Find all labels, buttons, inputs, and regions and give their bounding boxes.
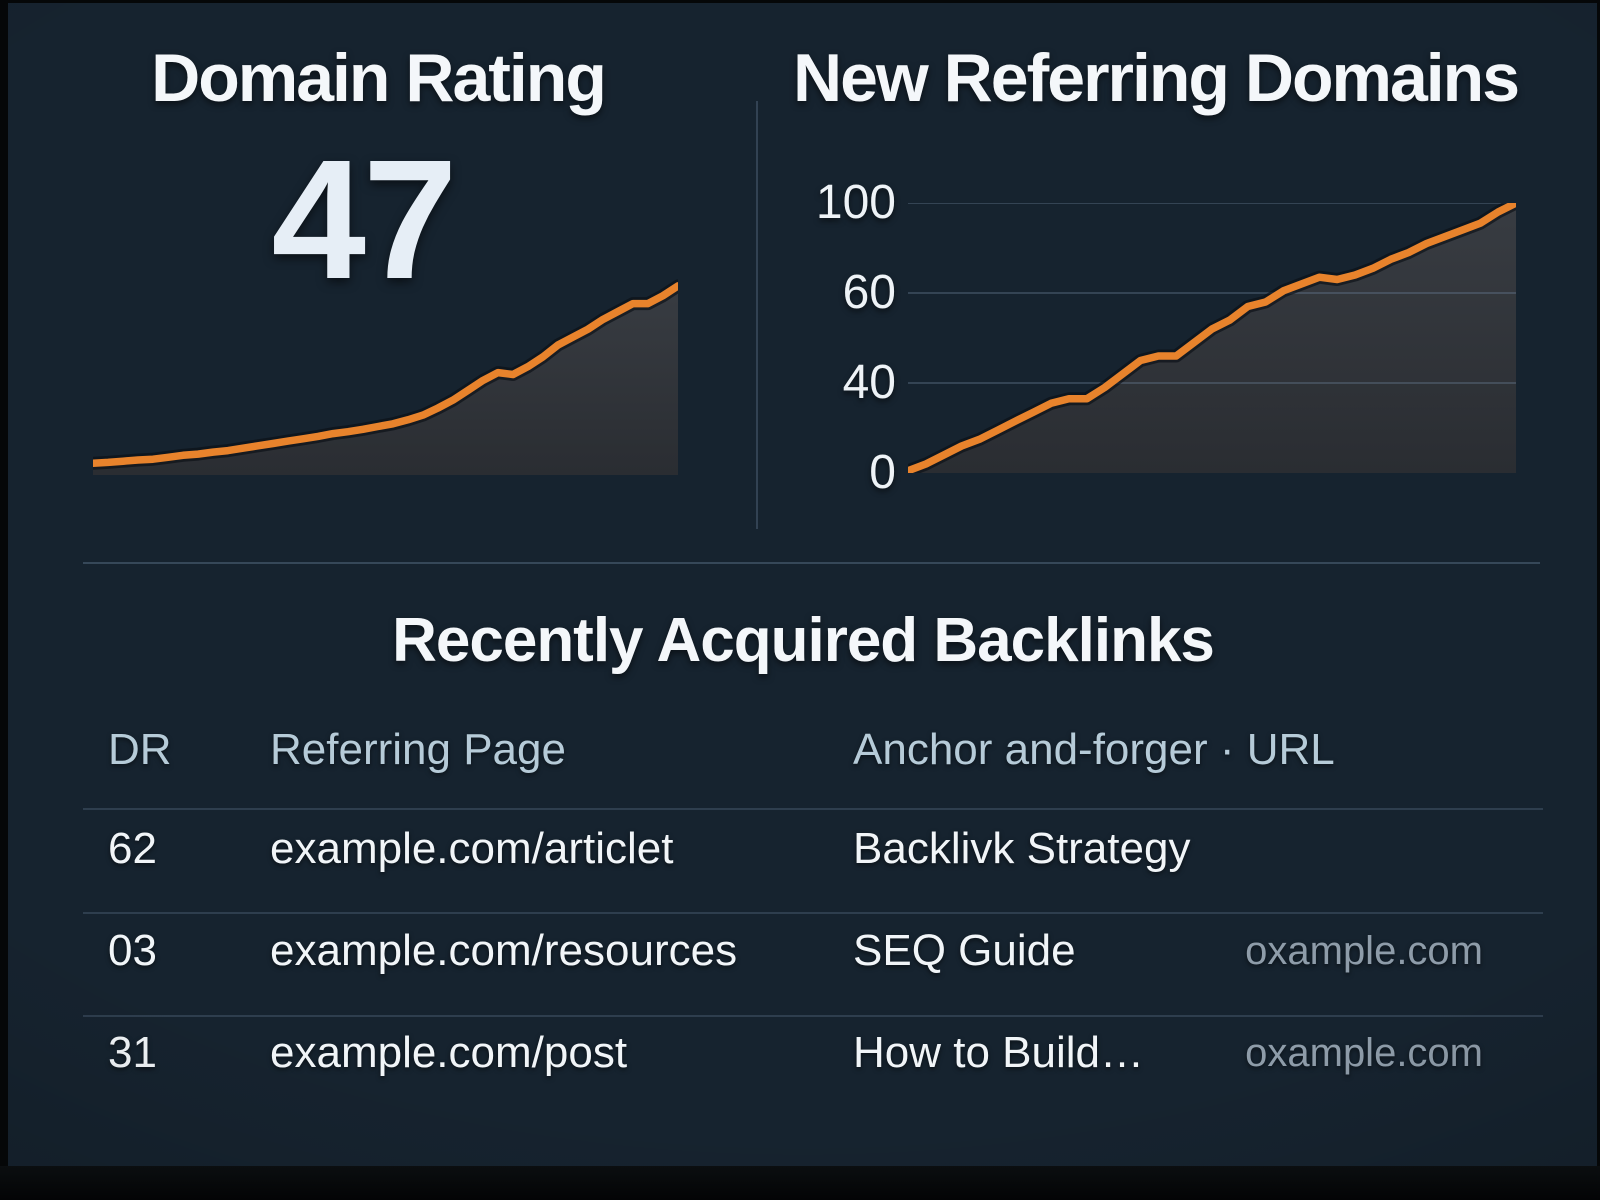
row-divider [83,1015,1543,1017]
new-referring-domains-title: New Referring Domains [792,40,1520,116]
new-referring-domains-chart [908,203,1516,473]
table-row: 31 example.com/post How to Build… oxampl… [8,1027,1597,1079]
seo-dashboard: Domain Rating 47 New Referring Domains 1… [8,3,1597,1166]
backlinks-table-header: DR Referring Page Anchor and-forger · UR… [8,725,1597,775]
cell-url: oxample.com [1245,929,1483,973]
table-row: 62 example.com/articlet Backlivk Strateg… [8,823,1597,875]
cell-referring-page: example.com/articlet [270,824,674,873]
screen-bezel-bottom [0,1166,1600,1200]
vertical-divider [756,101,758,529]
row-divider [83,912,1543,914]
cell-dr: 62 [108,824,157,873]
cell-referring-page: example.com/post [270,1028,628,1077]
header-referring-page: Referring Page [270,725,566,774]
cell-dr: 03 [108,926,157,975]
y-axis-label-40: 40 [842,356,896,409]
domain-rating-value: 47 [271,125,457,315]
header-dr: DR [108,725,172,774]
cell-anchor: SEQ Guide [853,926,1076,975]
section-divider [83,562,1540,564]
row-divider [83,808,1543,810]
cell-url: oxample.com [1245,1031,1483,1075]
domain-rating-chart [93,279,678,475]
cell-dr: 31 [108,1028,157,1077]
backlinks-section-title: Recently Acquired Backlinks [392,606,1215,675]
table-row: 03 example.com/resources SEQ Guide oxamp… [8,925,1597,977]
domain-rating-title: Domain Rating [151,40,607,116]
cell-url [1188,823,1483,875]
cell-referring-page: example.com/resources [270,926,738,975]
cell-anchor: Backlivk Strategy [853,824,1191,873]
header-anchor-url: Anchor and-forger · URL [853,725,1335,774]
y-axis-label-0: 0 [869,446,896,499]
cell-anchor: How to Build… [853,1028,1145,1077]
y-axis-label-100: 100 [815,176,896,229]
y-axis-label-60: 60 [842,266,896,319]
